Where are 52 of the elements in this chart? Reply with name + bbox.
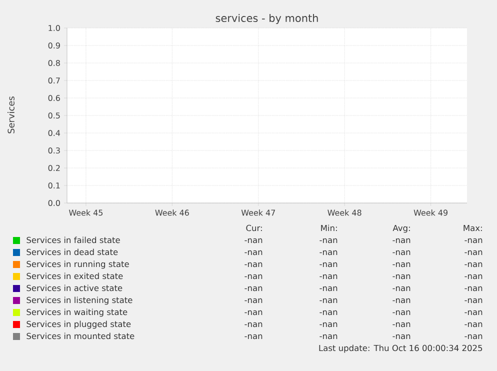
text: -nan <box>320 310 338 316</box>
text: -nan <box>244 238 262 244</box>
text: -nan <box>320 262 338 268</box>
text: -nan <box>320 334 338 340</box>
text: -nan <box>392 310 410 316</box>
text: Last update: Thu Oct 16 00:00:34 2025 <box>319 344 482 353</box>
text: -nan <box>464 310 482 316</box>
text: -nan <box>392 250 410 256</box>
text: -nan <box>392 334 410 340</box>
legend-label: Services in active state <box>26 284 122 292</box>
text: -nan <box>392 298 410 304</box>
text: -nan <box>244 322 262 328</box>
legend-label: Services in running state <box>26 260 129 269</box>
text: -nan <box>464 274 482 280</box>
chart-title: services - by month <box>216 14 318 24</box>
text: -nan <box>392 238 410 244</box>
text: -nan <box>244 334 262 340</box>
text: -nan <box>464 250 482 256</box>
legend-label: Services in waiting state <box>26 308 128 317</box>
text: -nan <box>244 250 262 256</box>
text: -nan <box>320 298 338 304</box>
text: -nan <box>464 298 482 304</box>
text: -nan <box>320 250 338 256</box>
text: -nan <box>392 262 410 268</box>
text: Max: <box>464 224 482 232</box>
text: Avg: <box>392 224 410 233</box>
legend-label: Services in listening state <box>26 296 132 305</box>
text: -nan <box>320 274 338 280</box>
legend-label: Services in exited state <box>26 272 123 280</box>
text: -nan <box>244 262 262 268</box>
text: -nan <box>464 262 482 268</box>
text: -nan <box>244 298 262 304</box>
text: -nan <box>320 238 338 244</box>
legend-label: Services in plugged state <box>26 320 131 329</box>
text: -nan <box>244 274 262 280</box>
legend-label: Services in mounted state <box>26 332 134 340</box>
text: -nan <box>464 286 482 292</box>
text: -nan <box>464 322 482 328</box>
text: -nan <box>244 310 262 316</box>
text: -nan <box>392 286 410 292</box>
text: -nan <box>392 322 410 328</box>
text: Min: <box>321 224 337 231</box>
text: -nan <box>320 286 338 292</box>
text: -nan <box>244 286 262 292</box>
text: -nan <box>320 322 338 328</box>
text: -nan <box>464 334 482 340</box>
text: -nan <box>464 238 482 244</box>
legend-label: Services in dead state <box>26 248 118 256</box>
y-axis-title: Services <box>8 96 14 134</box>
legend-label: Services in failed state <box>26 236 120 244</box>
text: Cur: <box>246 224 262 232</box>
text: -nan <box>392 274 410 280</box>
